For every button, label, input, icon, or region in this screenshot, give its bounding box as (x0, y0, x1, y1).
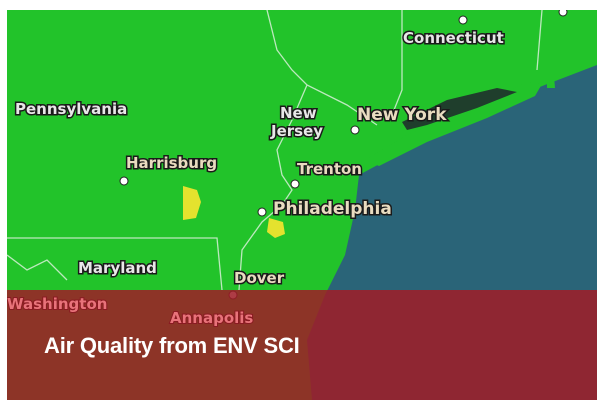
label-maryland: Maryland (78, 259, 157, 277)
card-title[interactable]: Air Quality from ENV SCI (44, 333, 300, 358)
state-borders (7, 10, 543, 291)
label-new-jersey-line2: Jersey (270, 122, 323, 140)
label-dover: Dover (234, 269, 285, 287)
air-quality-card[interactable]: Pennsylvania Connecticut New Jersey New … (7, 10, 597, 400)
block-island (547, 76, 555, 88)
city-dot (558, 10, 568, 17)
label-philadelphia: Philadelphia (273, 199, 392, 219)
label-pennsylvania: Pennsylvania (15, 100, 127, 118)
city-dot-trenton (290, 179, 300, 189)
label-new-jersey-line1: New (280, 104, 317, 122)
label-harrisburg: Harrisburg (126, 154, 217, 172)
moderate-aqi-area (267, 218, 285, 238)
overlay-map-labels: Washington Annapolis (7, 294, 254, 328)
long-island (365, 82, 542, 166)
label-connecticut: Connecticut (403, 29, 504, 47)
moderate-aqi-area (183, 186, 201, 220)
city-dot-new-york (350, 125, 360, 135)
label-washington: Washington (7, 295, 107, 313)
label-trenton: Trenton (297, 160, 362, 178)
label-new-york: New York (357, 105, 447, 125)
label-annapolis: Annapolis (170, 309, 253, 327)
caption-overlay (7, 290, 597, 400)
city-dot (458, 15, 468, 25)
city-dot-philadelphia (257, 207, 267, 217)
city-dot-harrisburg (119, 176, 129, 186)
long-island-sound (402, 88, 517, 130)
